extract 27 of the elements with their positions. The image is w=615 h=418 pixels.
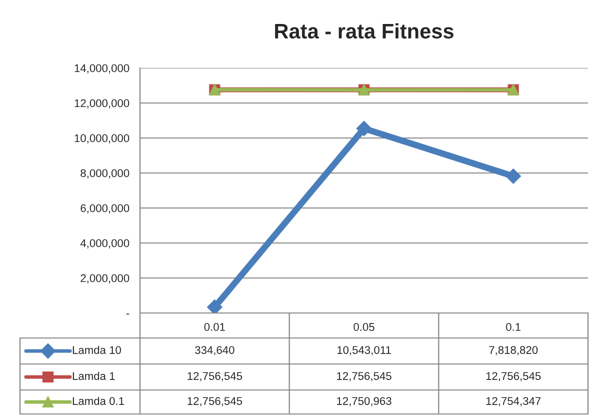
data-label: 12,754,347: [486, 397, 541, 406]
y-tick-label: 2,000,000: [80, 274, 130, 284]
x-tick-label: 0.1: [506, 323, 521, 331]
data-label: 12,756,545: [337, 372, 392, 382]
x-tick-label: 0.05: [354, 323, 374, 331]
legend-label: Lamda 0.1: [72, 396, 124, 405]
y-tick-label: 6,000,000: [80, 204, 130, 214]
y-tick-label: 8,000,000: [80, 169, 130, 178]
chart-title: Rata - rata Fitness: [275, 23, 454, 39]
data-label: 12,756,545: [486, 372, 541, 382]
legend-label: Lamda 10: [72, 346, 121, 354]
y-tick-label: 14,000,000: [74, 64, 130, 74]
point: [356, 120, 372, 136]
y-tick-label: 12,000,000: [74, 99, 130, 108]
y-tick-label: 10,000,000: [74, 134, 130, 144]
y-tick-label: 4,000,000: [80, 239, 130, 248]
point: [506, 168, 521, 184]
data-label: 12,756,545: [188, 397, 242, 406]
data-label: 7,818,820: [489, 346, 538, 356]
data-label: 12,756,545: [188, 372, 242, 382]
data-label: 334,640: [195, 346, 234, 356]
y-tick-label: -: [126, 314, 130, 315]
data-label: 10,543,011: [337, 346, 391, 356]
legend-label: Lamda 1: [72, 372, 115, 380]
data-label: 12,750,963: [337, 397, 392, 406]
x-tick-label: 0.01: [204, 323, 225, 331]
point: [207, 300, 222, 313]
